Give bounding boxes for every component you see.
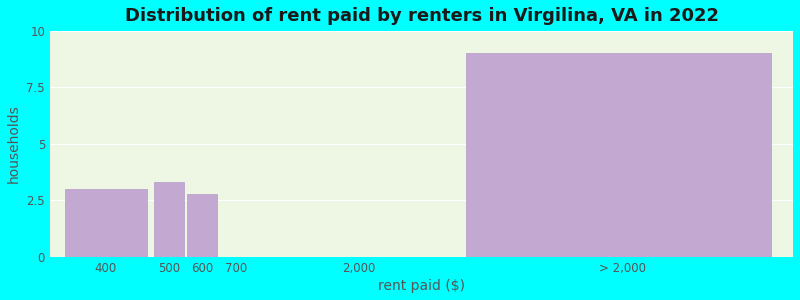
Title: Distribution of rent paid by renters in Virgilina, VA in 2022: Distribution of rent paid by renters in … [125,7,718,25]
Bar [466,53,770,257]
Bar [65,189,146,257]
Y-axis label: households: households [7,104,21,183]
Bar [187,194,217,257]
X-axis label: rent paid ($): rent paid ($) [378,279,465,293]
Bar [154,182,184,257]
